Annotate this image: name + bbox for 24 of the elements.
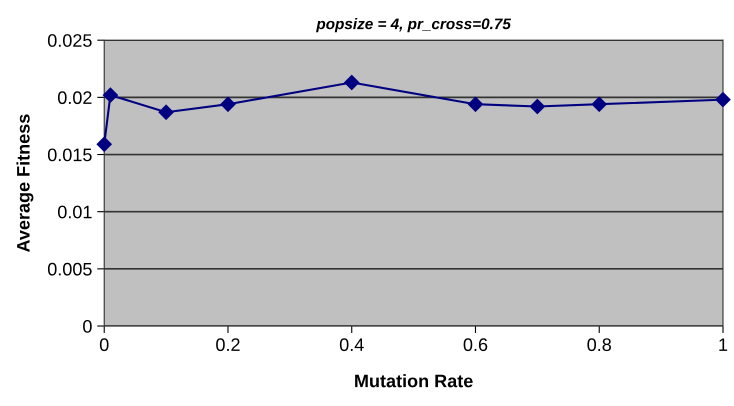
- chart-title: popsize = 4, pr_cross=0.75: [316, 18, 512, 32]
- point: [158, 104, 174, 120]
- point: [102, 88, 118, 103]
- x-tick-label: 0.8: [587, 338, 612, 352]
- x-tick-label: 0: [100, 338, 109, 352]
- point: [96, 136, 112, 152]
- point: [530, 98, 545, 114]
- y-tick-label: 0.005: [48, 262, 92, 276]
- y-tick-label: 0: [83, 320, 92, 333]
- y-tick-label: 0.025: [48, 34, 92, 47]
- y-axis-title: Average Fitness: [16, 114, 34, 252]
- point: [468, 96, 484, 112]
- y-tick-label: 0.02: [58, 91, 92, 104]
- y-tick-label: 0.01: [58, 206, 92, 218]
- point: [592, 96, 607, 112]
- point: [220, 96, 236, 112]
- point: [715, 92, 731, 108]
- y-tick-label: 0.015: [48, 148, 92, 162]
- point: [344, 74, 360, 90]
- x-tick-label: 0.6: [464, 338, 488, 352]
- x-tick-label: 0.2: [216, 338, 240, 352]
- x-tick-label: 0.4: [340, 338, 364, 352]
- x-tick-label: 1: [719, 338, 728, 351]
- x-axis-title: Mutation Rate: [355, 374, 473, 388]
